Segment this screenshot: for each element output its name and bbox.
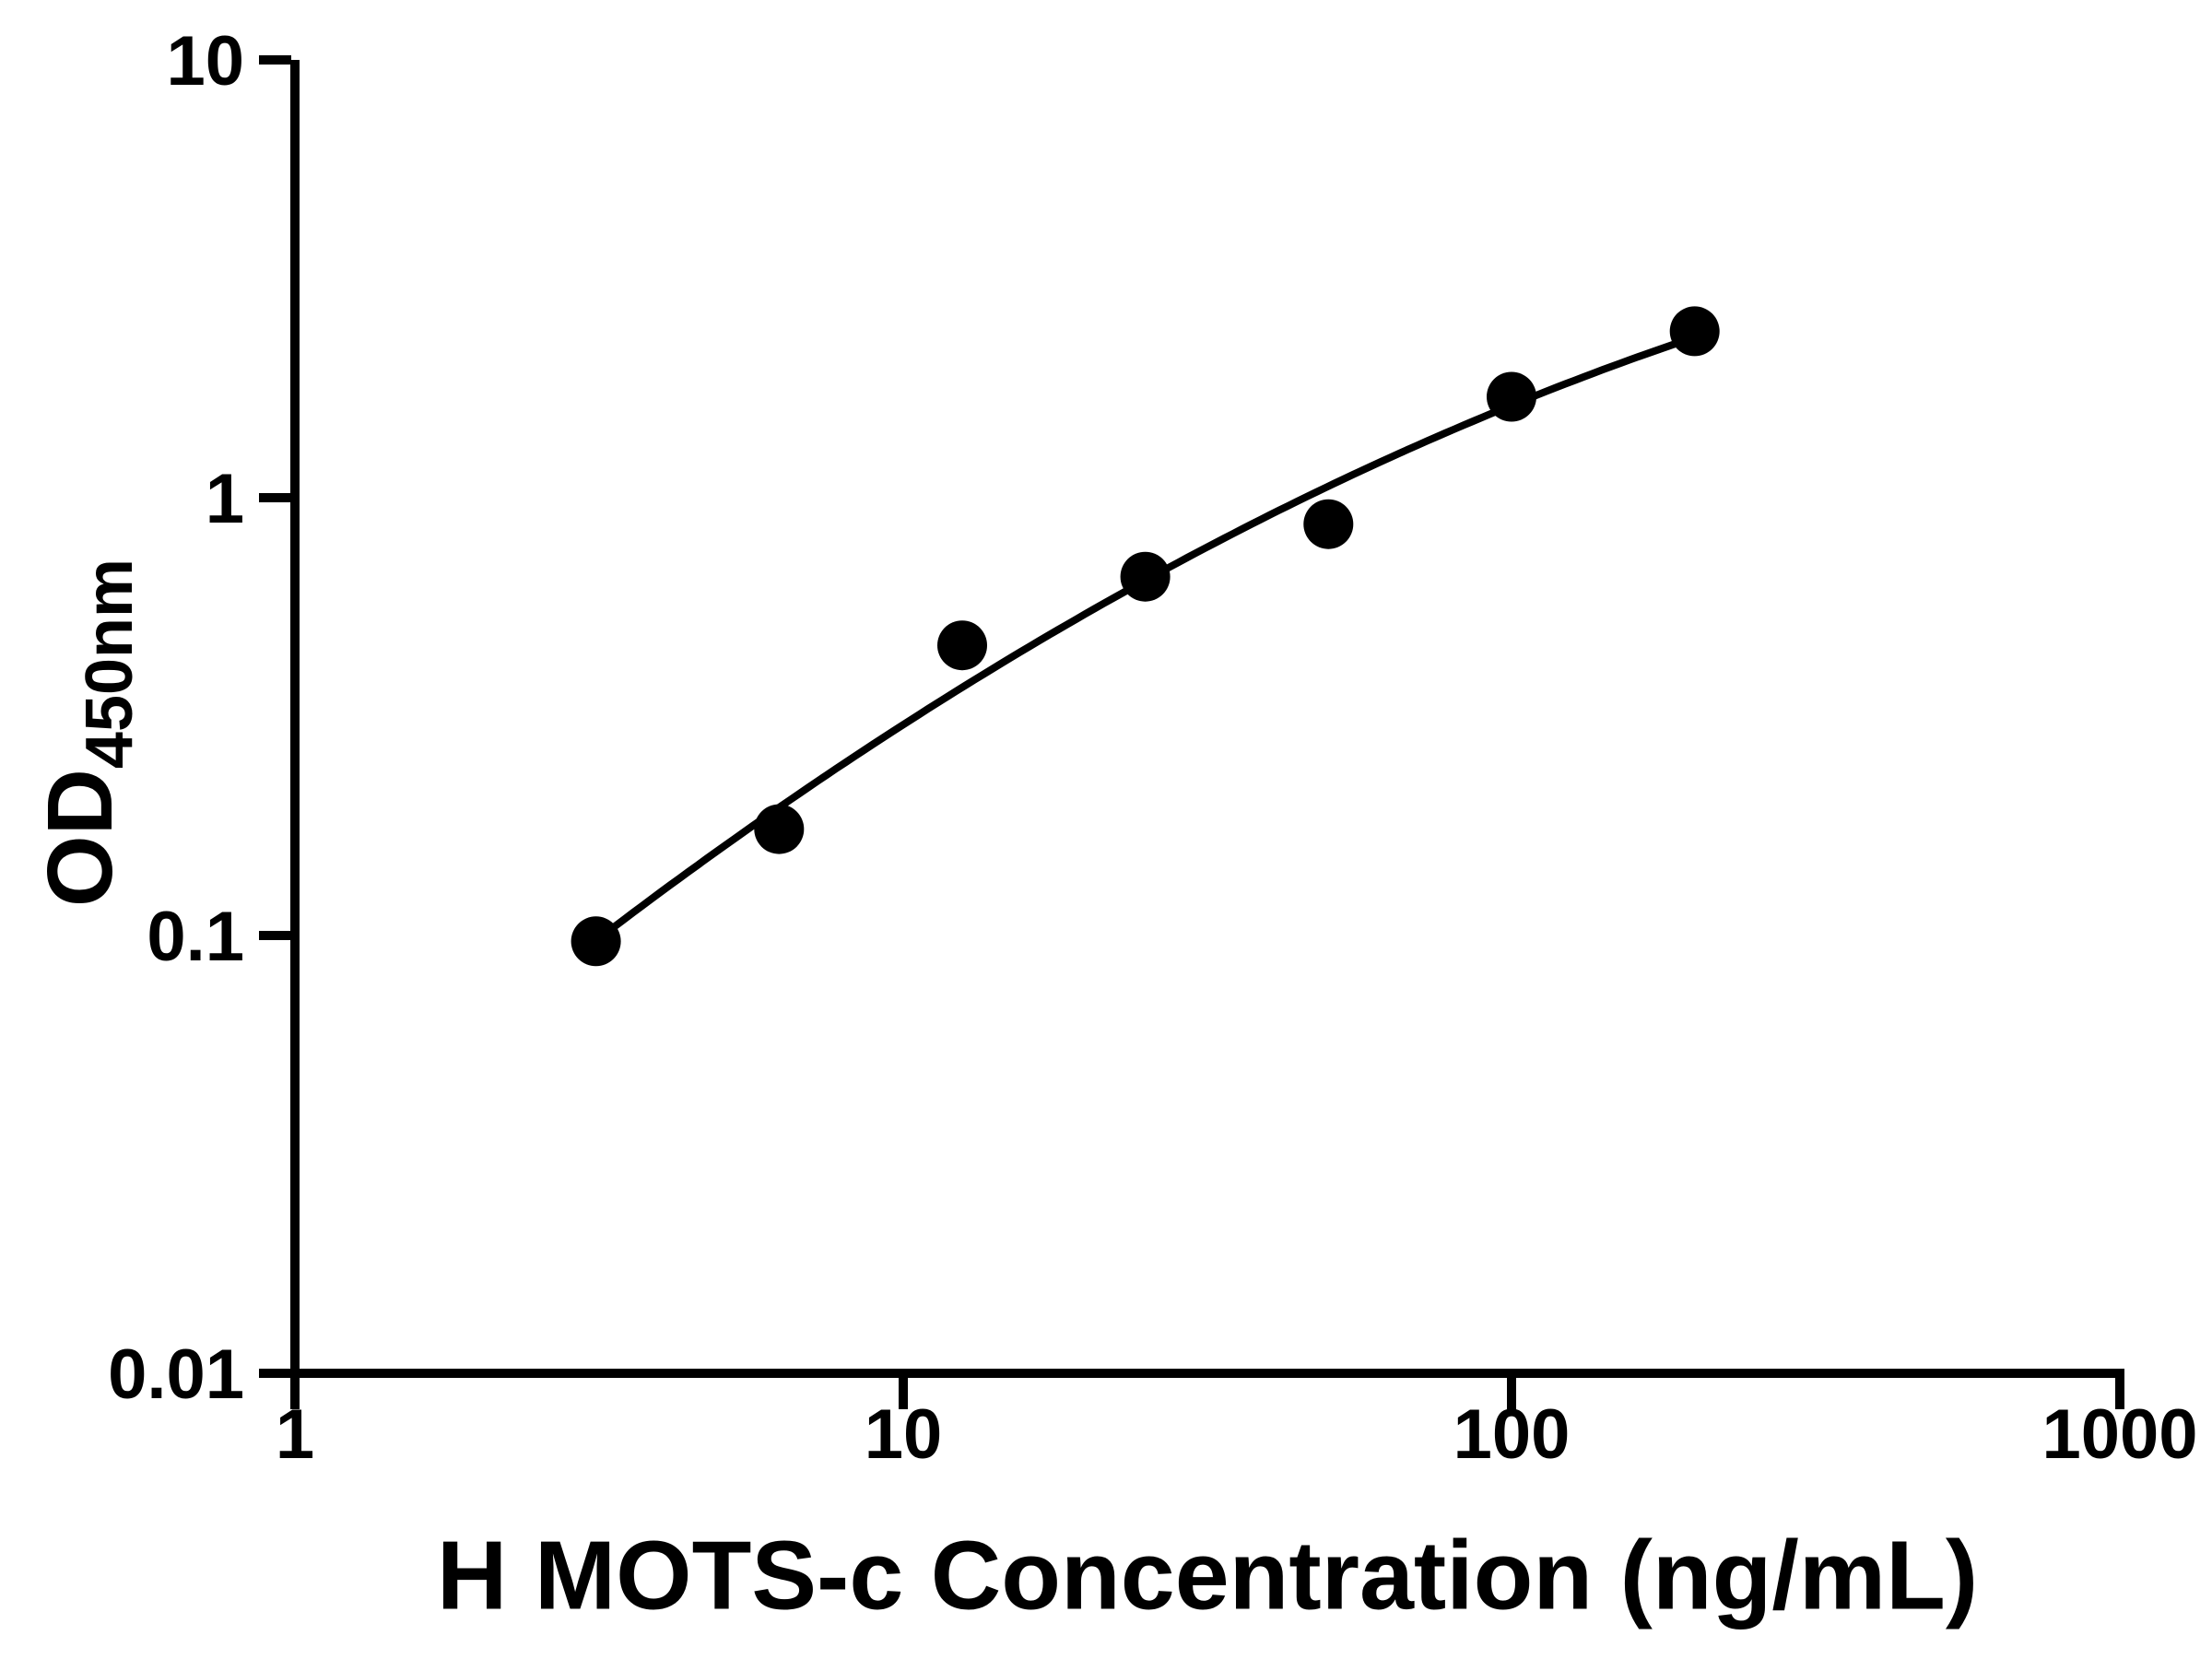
x-tick-label: 1000 — [2041, 1395, 2197, 1474]
y-tick-label: 10 — [166, 22, 244, 100]
data-point — [1303, 499, 1354, 549]
data-point — [754, 804, 805, 854]
x-axis-title: H MOTS-c Concentration (ng/mL) — [436, 1521, 1979, 1630]
x-tick-label: 1 — [276, 1395, 314, 1474]
data-point — [1487, 371, 1536, 422]
y-tick-label: 1 — [206, 460, 244, 538]
data-point — [937, 620, 987, 671]
y-axis-title: OD450nm — [28, 559, 147, 907]
y-axis-title-subscript: 450nm — [73, 558, 147, 770]
data-point — [571, 916, 621, 967]
data-point — [1120, 551, 1171, 602]
y-tick-label: 0.1 — [147, 898, 244, 976]
y-tick-label: 0.01 — [108, 1335, 244, 1414]
fit-curve — [582, 333, 1699, 952]
y-axis-title-main: OD — [29, 769, 132, 908]
x-tick-label: 10 — [865, 1395, 943, 1474]
data-point — [1669, 306, 1720, 357]
x-tick-label: 100 — [1453, 1395, 1571, 1474]
